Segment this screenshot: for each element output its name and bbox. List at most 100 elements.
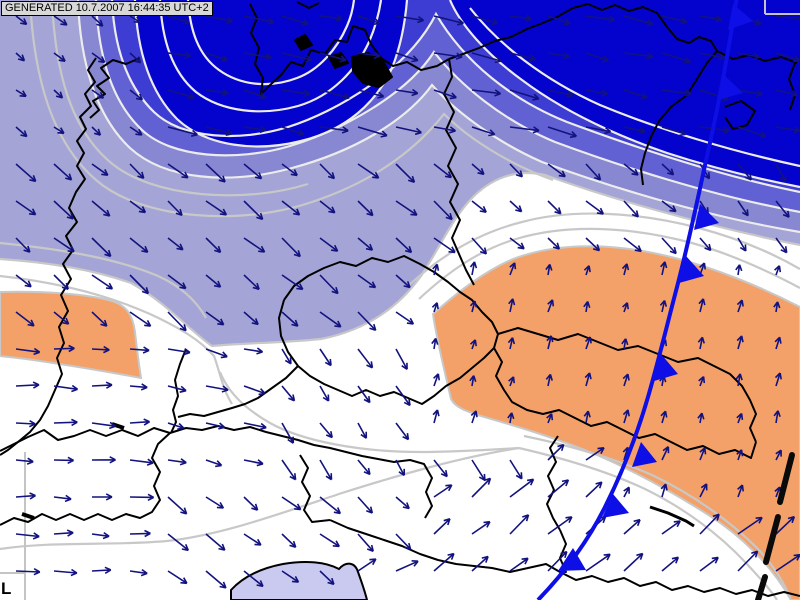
cold-front-triangle — [694, 204, 719, 230]
wind-arrow — [53, 344, 75, 353]
wind-arrow — [584, 372, 592, 387]
isoline — [0, 446, 520, 551]
wind-arrow — [737, 52, 760, 60]
country-border — [0, 425, 433, 519]
cold-front-triangle — [654, 354, 678, 381]
wind-arrow — [395, 200, 418, 216]
isoline — [469, 7, 800, 168]
wind-arrow — [775, 515, 796, 535]
wind-arrow — [91, 237, 112, 258]
wind-arrow — [91, 421, 116, 430]
orange-east — [431, 245, 800, 600]
wind-arrow — [699, 483, 708, 498]
wind-arrow — [661, 15, 688, 25]
wind-arrow — [53, 568, 78, 577]
wind-arrow — [91, 381, 113, 389]
wind-arrow — [471, 89, 502, 97]
wind-arrow — [509, 89, 540, 101]
wind-arrow — [205, 459, 223, 468]
wind-arrow — [91, 15, 104, 27]
wind-arrow — [281, 163, 298, 177]
wind-arrow — [659, 299, 668, 313]
wind-arrow — [433, 163, 453, 179]
wind-arrow — [167, 51, 192, 59]
wind-arrow — [167, 348, 191, 356]
wind-arrow — [737, 200, 749, 217]
wind-arrow — [583, 265, 591, 276]
wind-arrow — [15, 568, 41, 576]
wind-arrow — [395, 88, 419, 97]
wind-arrow — [357, 348, 374, 369]
wind-arrow — [53, 126, 65, 135]
wind-arrow — [660, 410, 668, 424]
wind-arrow — [205, 348, 228, 359]
orange-west — [0, 290, 143, 380]
isoline — [518, 446, 778, 600]
wind-arrow — [395, 348, 408, 370]
cold-front-triangle — [718, 74, 743, 100]
wind-arrow — [774, 265, 782, 276]
wind-arrow — [319, 570, 335, 586]
wind-arrow — [319, 52, 347, 63]
wind-arrow — [661, 163, 675, 176]
wind-arrow — [736, 449, 744, 461]
wind-arrow — [585, 553, 611, 572]
water-bodies — [230, 560, 369, 600]
wind-arrow — [433, 237, 456, 254]
wind-arrow — [547, 516, 573, 535]
wind-arrow — [395, 126, 422, 136]
wind-arrow — [357, 385, 371, 404]
wind-arrow — [53, 52, 66, 62]
wind-arrow — [15, 457, 34, 465]
wind-arrow — [167, 126, 198, 137]
wind-arrow — [623, 486, 630, 498]
wind-arrow — [660, 483, 668, 498]
isoline — [186, 0, 356, 86]
wind-arrow — [471, 520, 491, 535]
wind-arrow — [205, 15, 233, 24]
wind-arrow — [243, 459, 264, 467]
wind-arrow — [281, 459, 297, 481]
wind-arrow — [736, 335, 744, 350]
wind-arrow — [205, 88, 229, 96]
wind-arrow — [661, 89, 692, 97]
wind-arrow — [661, 200, 677, 213]
country-border — [278, 255, 499, 405]
wind-arrow — [167, 458, 187, 466]
wind-arrow — [509, 262, 517, 276]
wind-arrow — [243, 570, 264, 588]
wind-arrow — [281, 348, 292, 365]
wind-arrow — [129, 163, 145, 179]
wind-arrow — [15, 311, 35, 327]
wind-arrow — [547, 15, 571, 26]
wind-arrow — [357, 126, 388, 138]
wind-arrow — [508, 298, 516, 313]
wind-arrow — [433, 518, 451, 535]
wind-arrow — [129, 568, 148, 577]
country-border — [177, 365, 299, 418]
wind-arrow — [357, 51, 381, 59]
wind-arrow — [53, 274, 69, 290]
isoline — [158, 0, 383, 113]
wind-arrow — [243, 422, 267, 431]
wind-arrow — [623, 126, 646, 135]
wind-arrow — [699, 447, 707, 461]
wind-arrow — [661, 52, 692, 64]
wind-arrow — [129, 346, 150, 354]
wind-arrow — [469, 300, 478, 313]
country-border — [329, 519, 800, 597]
wind-arrow — [583, 301, 591, 313]
wind-arrow — [15, 532, 40, 540]
wind-arrow — [584, 336, 592, 350]
wind-arrow — [585, 481, 603, 498]
wind-arrow — [469, 339, 477, 350]
country-border — [443, 58, 475, 286]
wind-arrow — [243, 237, 266, 253]
wind-arrow — [737, 484, 744, 498]
wind-arrow — [433, 126, 456, 134]
wind-arrow — [395, 163, 416, 184]
wind-arrow — [205, 385, 229, 393]
wind-arrow — [431, 302, 439, 313]
wind-arrow — [129, 200, 147, 214]
